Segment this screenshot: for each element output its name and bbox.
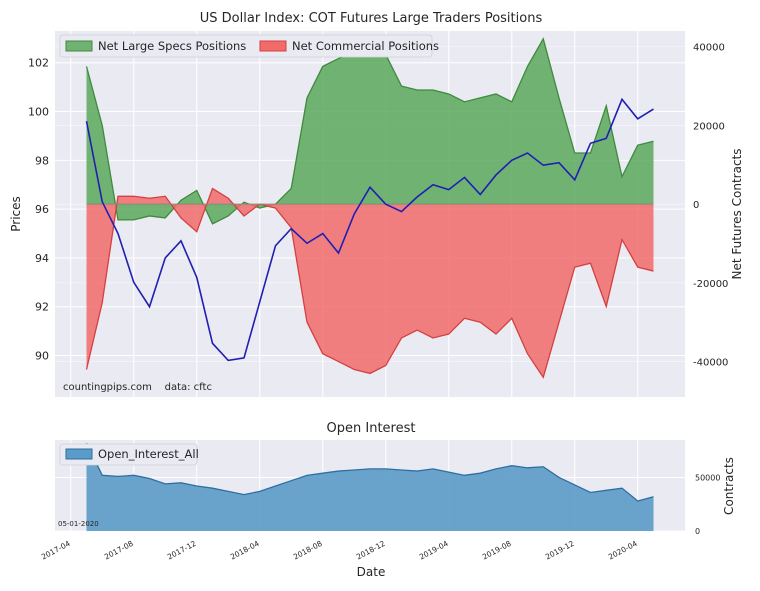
main-y-tick-labels: 90 92 94 96 98 100 102: [28, 57, 49, 363]
main-right-y-axis-label: Net Futures Contracts: [730, 148, 744, 279]
net-commercial-line: [85, 187, 654, 379]
legend-label-specs: Net Large Specs Positions: [98, 39, 246, 53]
open-interest-series: [85, 442, 654, 531]
open-interest-y-tick-label: 50000: [695, 473, 720, 482]
main-right-y-tick-label: -40000: [693, 358, 728, 369]
main-title: US Dollar Index: COT Futures Large Trade…: [200, 11, 543, 26]
main-right-y-tick-label: 20000: [693, 121, 725, 132]
legend-label-commercial: Net Commercial Positions: [292, 39, 439, 53]
main-y-tick-label: 100: [28, 106, 49, 119]
source-note: countingpips.com data: cftc: [63, 382, 212, 393]
open-interest-line: [85, 442, 654, 502]
legend-swatch-specs: [65, 40, 93, 52]
main-right-y-tick-label: 0: [693, 200, 699, 211]
x-axis-label: Date: [357, 565, 386, 579]
main-y-tick-label: 98: [35, 154, 49, 167]
open-interest-area: [86, 443, 654, 531]
main-right-y-tick-labels: -40000 -20000 0 20000 40000: [693, 43, 728, 369]
net-large-specs-area: [86, 38, 654, 224]
main-right-y-tick-label: 40000: [693, 43, 725, 54]
net-commercial-area: [86, 188, 654, 378]
main-legend: Net Large Specs Positions Net Commercial…: [59, 34, 439, 58]
open-interest-y-tick-label: 0: [695, 527, 700, 536]
main-y-axis-label: Prices: [9, 196, 23, 232]
legend-label-open-interest: Open_Interest_All: [98, 447, 199, 461]
main-y-tick-label: 90: [35, 350, 49, 363]
legend-swatch-open-interest: [65, 448, 93, 460]
main-right-y-tick-label: -20000: [693, 279, 728, 290]
main-y-tick-label: 102: [28, 57, 49, 70]
main-y-tick-label: 94: [35, 252, 49, 265]
main-y-tick-label: 96: [35, 203, 49, 216]
main-legend-box: [59, 34, 433, 58]
price-series: [85, 97, 654, 362]
open-interest-y-tick-labels: 0 50000: [695, 473, 720, 536]
net-commercial-series: [85, 187, 654, 379]
open-interest-legend-box: [59, 443, 198, 466]
open-interest-title: Open Interest: [327, 421, 416, 436]
main-y-tick-label: 92: [35, 301, 49, 314]
price-line: [85, 97, 654, 362]
open-interest-y-axis-label: Contracts: [722, 457, 736, 515]
open-interest-legend: Open_Interest_All: [59, 443, 199, 466]
date-stamp: 05-01-2020: [58, 520, 99, 528]
legend-swatch-commercial: [259, 40, 287, 52]
